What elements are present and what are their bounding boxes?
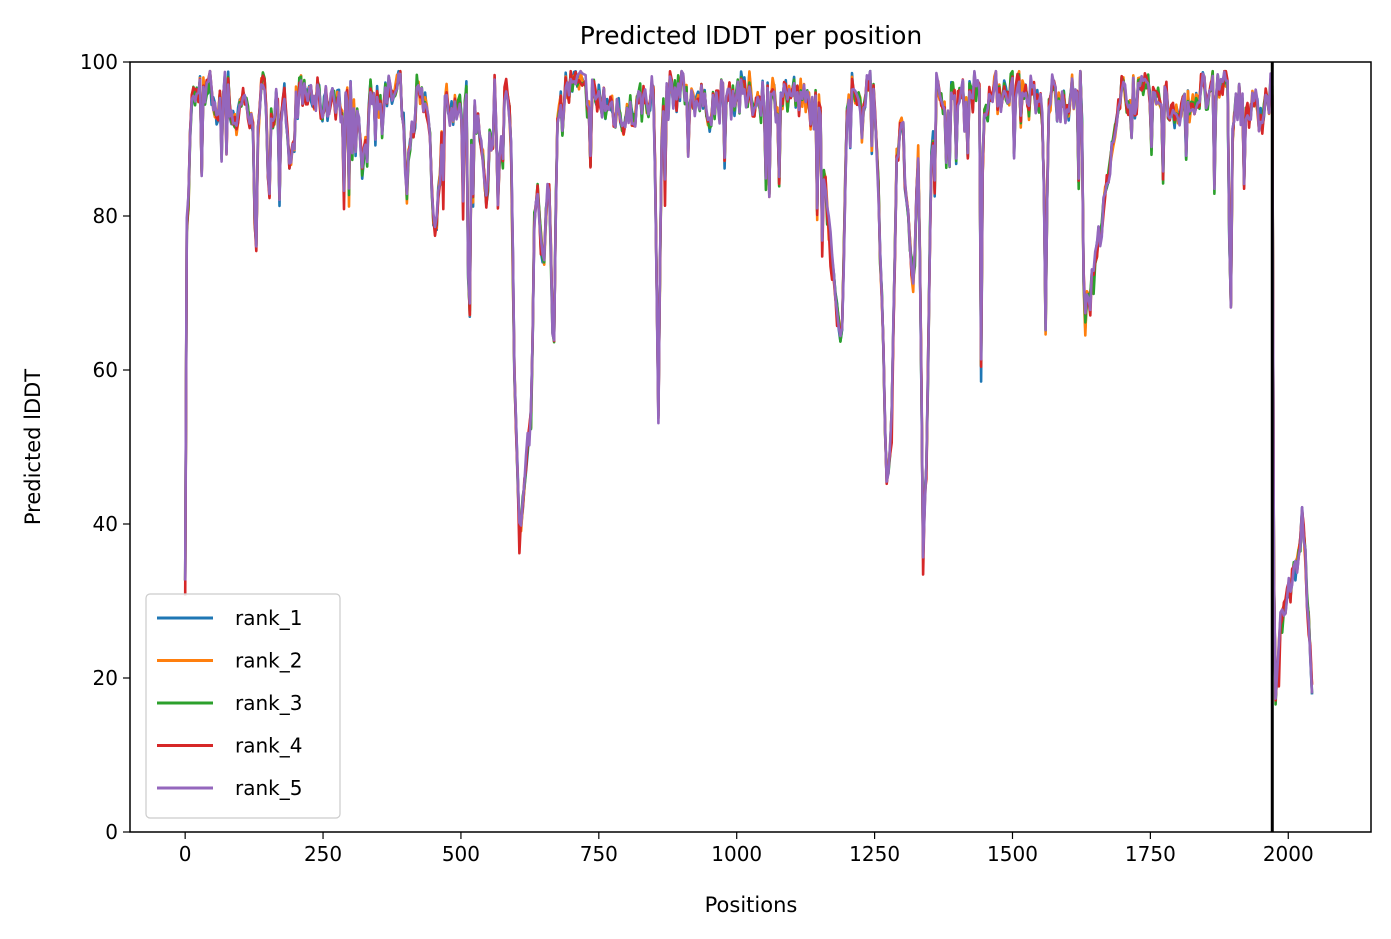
y-tick-label: 60 <box>93 358 118 382</box>
y-tick-label: 40 <box>93 512 118 536</box>
legend-label: rank_5 <box>235 776 302 800</box>
legend-label: rank_4 <box>235 734 302 758</box>
y-tick-label: 100 <box>80 50 118 74</box>
y-tick-label: 20 <box>93 666 118 690</box>
series-line-rank-3 <box>183 69 1314 706</box>
legend: rank_1 rank_2 rank_3 rank_4 rank_5 <box>145 593 341 819</box>
legend-frame <box>145 593 341 819</box>
chart-title: Predicted lDDT per position <box>580 21 922 50</box>
x-tick-label: 750 <box>580 842 618 866</box>
x-tick-label: 1250 <box>849 842 900 866</box>
x-tick-label: 2000 <box>1263 842 1314 866</box>
x-tick-label: 1000 <box>711 842 762 866</box>
legend-label: rank_2 <box>235 649 302 673</box>
legend-label: rank_3 <box>235 691 302 715</box>
y-tick-label: 80 <box>93 204 118 228</box>
x-tick-label: 0 <box>179 842 192 866</box>
x-tick-label: 500 <box>442 842 480 866</box>
x-tick-label: 1500 <box>987 842 1038 866</box>
plot-frame <box>129 61 1372 833</box>
y-axis-label: Predicted lDDT <box>21 369 45 525</box>
series-layer <box>183 69 1314 706</box>
series-line-rank-2 <box>183 69 1314 698</box>
series-line-rank-4 <box>183 69 1314 702</box>
series-line-rank-1 <box>183 69 1314 700</box>
series-line-rank-5 <box>183 69 1314 700</box>
x-axis: 0 250 500 750 1000 1250 1500 1750 2000 <box>179 832 1314 866</box>
x-tick-label: 250 <box>304 842 342 866</box>
legend-label: rank_1 <box>235 606 302 630</box>
y-axis: 0 20 40 60 80 100 <box>80 50 130 844</box>
y-tick-label: 0 <box>105 820 118 844</box>
x-tick-label: 1750 <box>1125 842 1176 866</box>
x-axis-label: Positions <box>705 893 798 917</box>
